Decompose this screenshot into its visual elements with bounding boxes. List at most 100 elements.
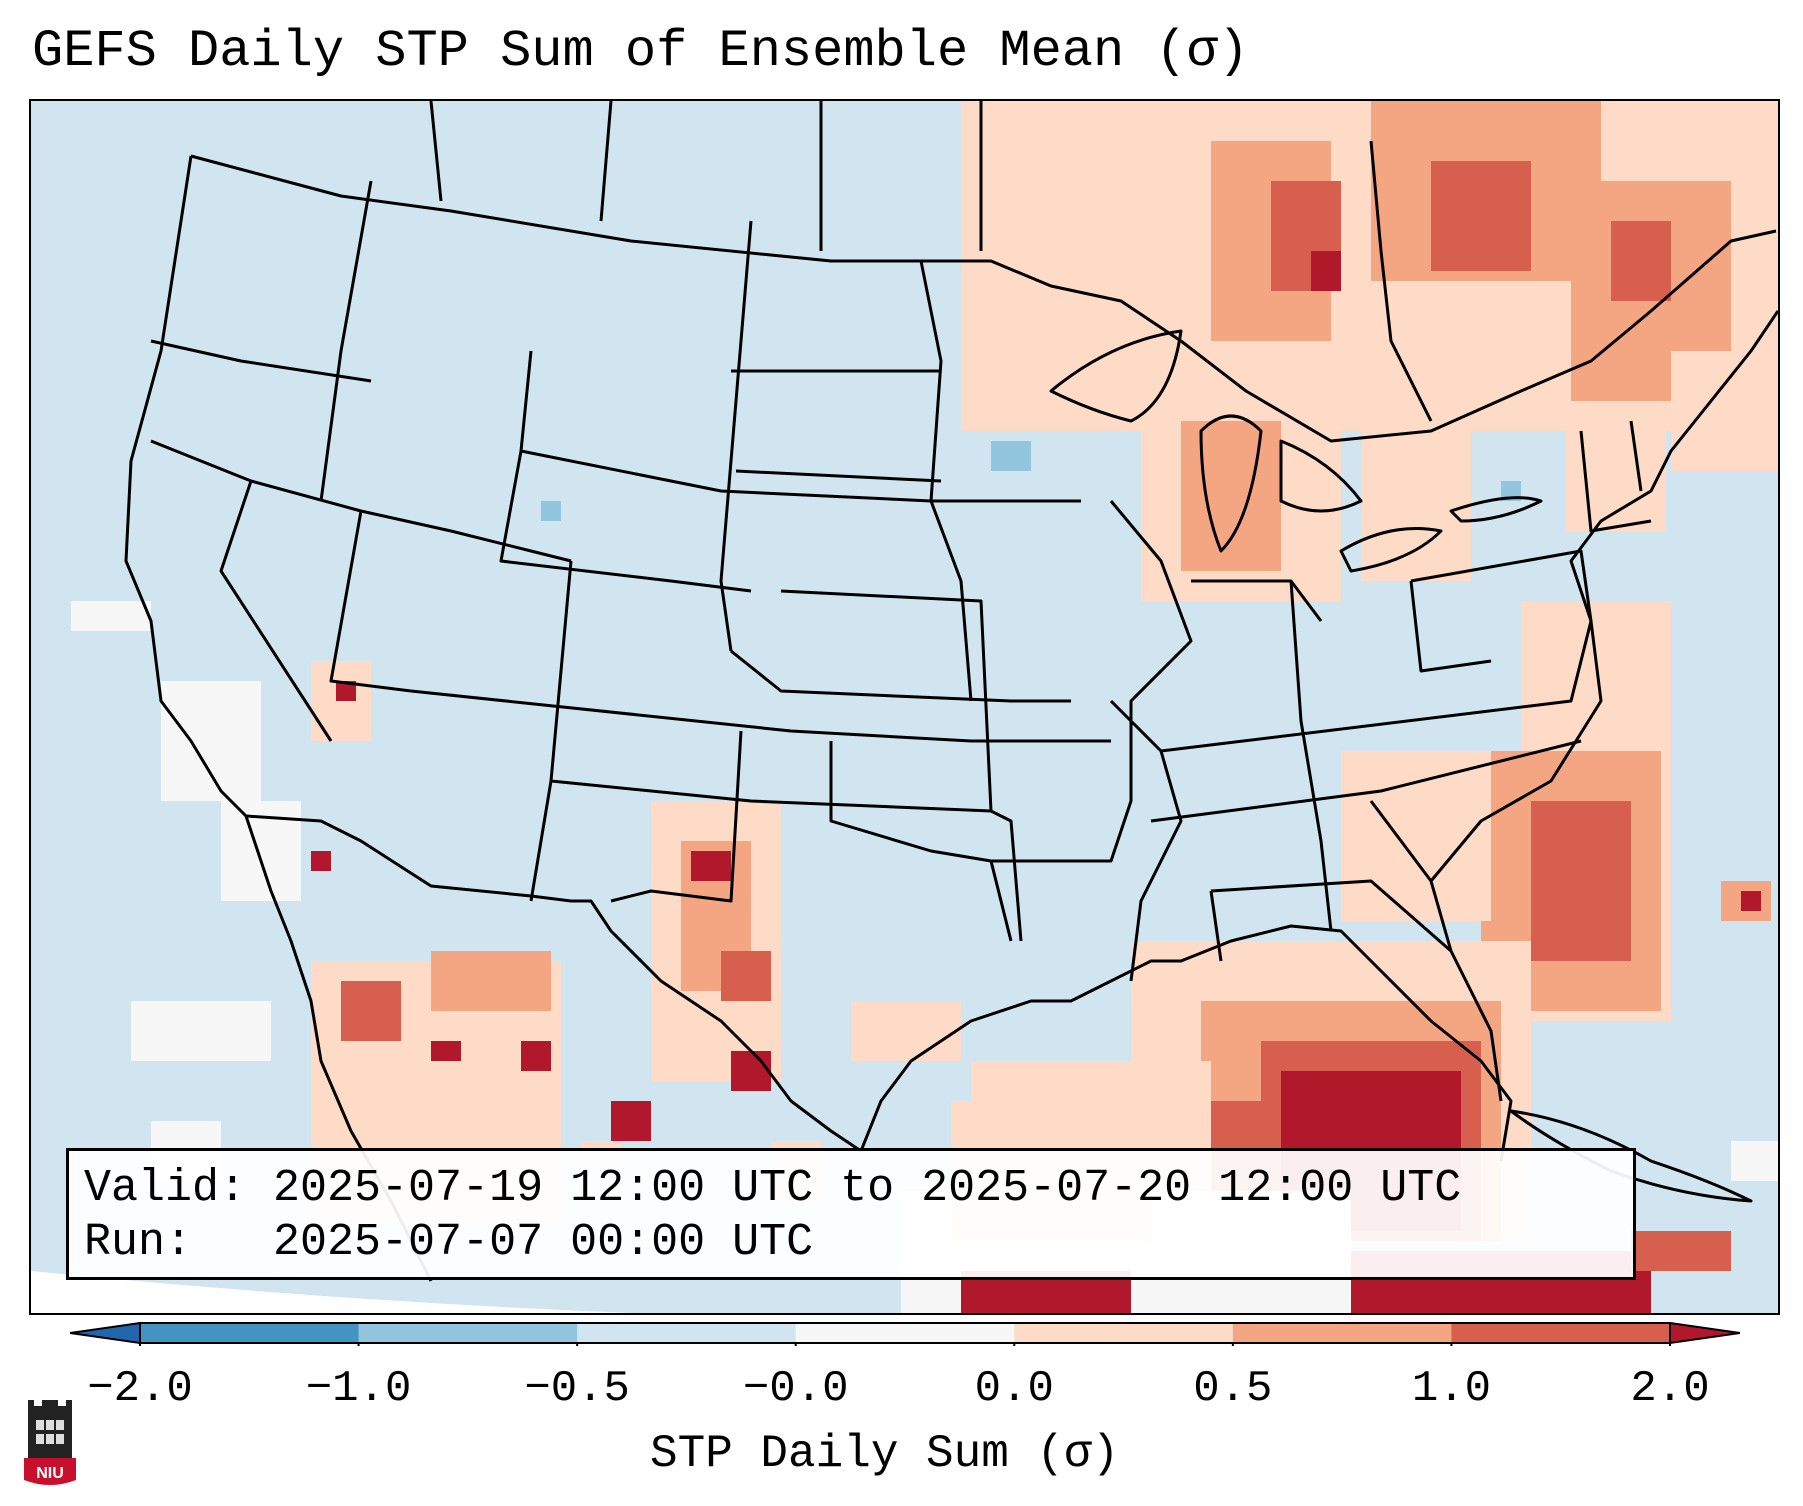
colorbar-label: STP Daily Sum (σ) — [650, 1428, 1120, 1480]
state-border — [1210, 879, 1452, 953]
pacific-coast — [124, 155, 433, 1282]
valid-time-box: Valid: 2025-07-19 12:00 UTC to 2025-07-2… — [66, 1148, 1636, 1280]
state-border — [219, 480, 333, 742]
gulf-coast — [859, 924, 1513, 1162]
anomaly-patch — [1671, 351, 1778, 471]
state-border — [529, 780, 553, 902]
state-border — [1209, 890, 1223, 962]
colorbar-segment — [1232, 1323, 1452, 1343]
colorbar-segment — [795, 1323, 1015, 1343]
negative-patch — [541, 501, 561, 521]
state-border — [780, 589, 1023, 942]
state-border — [1579, 430, 1652, 533]
colorbar-segment — [140, 1323, 360, 1343]
anomaly-patch — [721, 951, 771, 1001]
state-border — [549, 560, 992, 813]
state-border — [719, 220, 753, 652]
great-lakes-shore — [1279, 439, 1363, 513]
anomaly-patch — [691, 851, 731, 881]
neutral-patch — [71, 601, 151, 631]
great-lakes-shore — [1449, 496, 1543, 523]
castle-tower-icon — [28, 1400, 72, 1412]
colorbar-segment — [358, 1323, 578, 1343]
state-border — [150, 439, 452, 533]
anomaly-patch — [341, 981, 401, 1041]
boundaries — [124, 101, 1778, 1282]
anomaly-patch — [1741, 891, 1761, 911]
anomaly-patch — [1431, 161, 1531, 271]
neutral-patch — [131, 1001, 271, 1061]
anomaly-patch — [1531, 801, 1631, 961]
negative-patch — [1501, 481, 1521, 501]
anomaly-patch — [1631, 1231, 1731, 1271]
anomaly-patch — [731, 1051, 771, 1091]
state-border — [919, 260, 973, 702]
colorbar-segment — [577, 1323, 797, 1343]
anomaly-patch — [431, 1041, 461, 1061]
state-border — [1109, 699, 1183, 982]
great-lakes-shore — [1339, 527, 1443, 573]
us-mexico-border — [245, 814, 862, 1153]
state-border — [1410, 549, 1593, 622]
anomaly-patch — [851, 1001, 961, 1061]
colorbar-segment — [1451, 1323, 1671, 1343]
anomaly-patch — [311, 851, 331, 871]
map-title: GEFS Daily STP Sum of Ensemble Mean (σ) — [32, 22, 1249, 81]
run-time-text: Run: 2025-07-07 00:00 UTC — [84, 1217, 814, 1268]
anomaly-patch — [1361, 431, 1471, 581]
state-border — [519, 350, 1081, 503]
colorbar-tick-label: −2.0 — [87, 1364, 193, 1414]
anomaly-patch — [431, 951, 551, 1011]
stp-map — [31, 101, 1778, 1313]
valid-time-text: Valid: 2025-07-19 12:00 UTC to 2025-07-2… — [84, 1163, 1462, 1214]
state-border — [450, 529, 572, 563]
colorbar-tick-label: 0.5 — [1193, 1364, 1273, 1414]
state-border — [599, 101, 613, 222]
colorbar-tick-label: 0.0 — [974, 1364, 1054, 1414]
anomaly-patch — [1611, 221, 1671, 301]
state-border — [610, 730, 743, 903]
colorbar-segment — [1014, 1323, 1234, 1343]
colorbar-tick-label: −0.0 — [742, 1364, 849, 1414]
niu-logo: NIU — [24, 1400, 76, 1485]
state-border — [499, 450, 752, 593]
state-border — [1160, 620, 1593, 753]
colorbar-tick-label: 2.0 — [1630, 1364, 1710, 1414]
great-lakes-shore — [1199, 414, 1263, 553]
colorbar-tick-label: 1.0 — [1411, 1364, 1492, 1414]
state-border — [319, 180, 373, 502]
anomaly-patch — [1181, 421, 1281, 571]
state-border — [1289, 580, 1333, 932]
colorbar-frame — [139, 1322, 1671, 1344]
colorbar-extend-low — [70, 1321, 141, 1345]
map-panel — [29, 99, 1780, 1315]
state-border — [1150, 739, 1582, 823]
anomaly-patch — [1311, 251, 1341, 291]
state-border — [329, 510, 412, 693]
negative-patch — [991, 441, 1031, 471]
state-border — [150, 339, 372, 383]
state-border — [735, 469, 942, 483]
state-border — [991, 500, 1193, 863]
state-border — [1369, 800, 1433, 882]
state-border — [1369, 140, 1433, 422]
state-border — [829, 741, 1013, 942]
great-lakes-shore — [1049, 329, 1183, 423]
anomaly-patch — [336, 681, 356, 701]
anomaly-patch — [521, 1041, 551, 1071]
shield-icon — [24, 1458, 76, 1485]
state-border — [429, 101, 443, 202]
colorbar-tick-label: −0.5 — [524, 1364, 630, 1414]
state-border — [1629, 420, 1643, 492]
off-globe-area — [31, 1271, 631, 1313]
neutral-patch — [161, 681, 261, 801]
colorbar-tick-label: −1.0 — [305, 1364, 412, 1414]
colorbar-extend-high — [1669, 1321, 1740, 1345]
colorbar — [70, 1321, 1740, 1346]
anomaly-patch — [611, 1101, 651, 1141]
neutral-patch — [1731, 1141, 1778, 1181]
state-border — [730, 649, 1071, 703]
canada-us-border — [190, 154, 1777, 443]
state-border — [410, 689, 1111, 743]
anomaly-patch — [1341, 751, 1491, 921]
